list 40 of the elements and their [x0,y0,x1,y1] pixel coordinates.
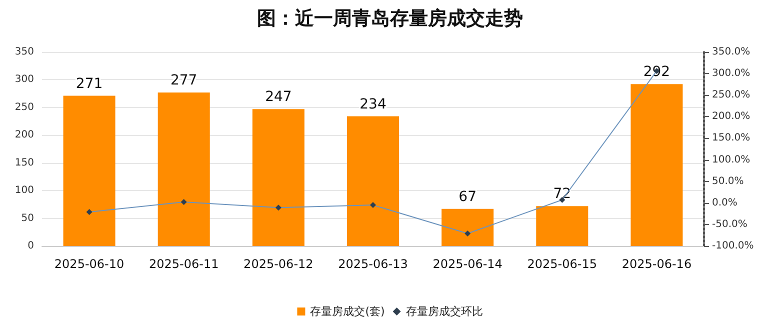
x-tick-label: 2025-06-15 [527,257,598,271]
x-tick-label: 2025-06-13 [338,257,408,271]
y2-tick-label: -50.0% [712,218,748,230]
y-tick-label: 300 [14,74,34,86]
data-label: 271 [76,76,103,92]
bar [536,206,588,246]
y2-tick-label: 300.0% [712,68,750,80]
y-tick-label: 350 [14,46,34,58]
x-tick-label: 2025-06-10 [54,257,124,271]
y2-tick-label: 100.0% [712,154,750,166]
x-tick-label: 2025-06-11 [148,257,219,271]
x-tick-label: 2025-06-12 [244,257,314,271]
bar [158,92,210,246]
bar [346,116,400,246]
y2-tick-label: 0.0% [712,197,738,208]
legend-label: 存量房成交环比 [406,305,483,318]
x-tick-label: 2025-06-16 [622,257,692,271]
y-tick-label: 100 [14,185,34,196]
bar [252,109,304,246]
y-tick-label: 150 [14,157,34,168]
data-label: 277 [170,72,198,88]
y2-tick-label: -100.0% [712,240,754,252]
y-tick-label: 0 [28,240,34,252]
chart-title: 图：近一周青岛存量房成交走势 [257,8,523,30]
bar [63,96,116,246]
data-label: 67 [458,188,476,205]
legend-label: 存量房成交(套) [310,305,385,318]
y-tick-label: 250 [14,102,34,113]
y2-tick-label: 200.0% [712,111,750,122]
data-label: 234 [360,96,386,112]
y2-tick-label: 250.0% [712,90,750,101]
data-label: 247 [265,89,292,106]
y2-tick-label: 350.0% [712,46,750,58]
y-tick-label: 50 [21,212,34,224]
bar [630,84,683,246]
x-tick-label: 2025-06-14 [432,257,502,271]
y2-tick-label: 50.0% [712,176,744,187]
bar [442,208,494,246]
y2-tick-label: 150.0% [712,132,750,144]
y-tick-label: 200 [14,130,34,141]
